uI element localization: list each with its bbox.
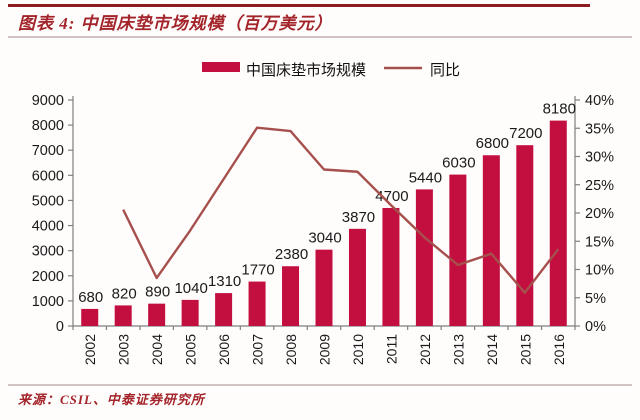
left-axis-tick-label: 9000 bbox=[32, 93, 64, 109]
left-axis-tick-label: 5000 bbox=[32, 193, 64, 209]
bar-2012 bbox=[415, 189, 433, 326]
bar-2003 bbox=[114, 305, 132, 326]
footer-divider-rule bbox=[8, 384, 632, 386]
bar-value-label: 5440 bbox=[409, 169, 442, 186]
left-axis-tick-label: 1000 bbox=[32, 294, 64, 310]
bar-value-label: 1310 bbox=[208, 273, 241, 290]
left-axis-tick-label: 6000 bbox=[32, 168, 64, 184]
title-underline-rule bbox=[8, 36, 632, 38]
x-axis-year-label: 2002 bbox=[82, 334, 98, 365]
x-axis-year-label: 2013 bbox=[450, 334, 466, 365]
x-axis-year-label: 2011 bbox=[383, 334, 399, 364]
bar-2016 bbox=[549, 120, 567, 326]
legend-line-label: 同比 bbox=[430, 62, 460, 79]
right-axis-tick-label: 5% bbox=[585, 291, 606, 307]
legend-bar-label: 中国床垫市场规模 bbox=[246, 62, 366, 79]
right-axis-tick-label: 40% bbox=[585, 93, 614, 109]
bar-value-label: 2380 bbox=[275, 246, 308, 263]
right-axis-tick-label: 30% bbox=[585, 150, 614, 166]
right-axis-tick-label: 0% bbox=[585, 319, 606, 335]
right-axis-tick-label: 35% bbox=[585, 121, 614, 137]
x-axis-year-label: 2014 bbox=[484, 334, 500, 365]
bar-value-label: 6030 bbox=[442, 155, 475, 172]
bar-2014 bbox=[482, 155, 500, 326]
bar-value-label: 6800 bbox=[476, 135, 509, 152]
left-axis-tick-label: 7000 bbox=[32, 143, 64, 159]
yoy-growth-line bbox=[122, 126, 560, 294]
x-axis-year-label: 2012 bbox=[417, 334, 433, 365]
bar-2006 bbox=[215, 293, 233, 326]
bar-2007 bbox=[248, 281, 266, 326]
x-axis-year-label: 2003 bbox=[116, 334, 132, 365]
x-axis-year-label: 2004 bbox=[149, 334, 165, 365]
right-axis-tick-label: 25% bbox=[585, 178, 614, 194]
figure-title: 图表 4: 中国床垫市场规模（百万美元） bbox=[18, 14, 333, 33]
bar-2009 bbox=[315, 249, 333, 326]
bar-value-label: 820 bbox=[112, 285, 137, 302]
right-axis-tick-label: 15% bbox=[585, 234, 614, 250]
source-note: 来源：CSIL、中泰证券研究所 bbox=[18, 392, 205, 407]
bar-value-label: 680 bbox=[78, 289, 103, 306]
left-axis-tick-label: 2000 bbox=[32, 269, 64, 285]
x-axis-year-label: 2009 bbox=[317, 334, 333, 365]
x-axis-year-label: 2005 bbox=[183, 334, 199, 365]
bar-value-label: 1040 bbox=[174, 280, 207, 297]
bar-2008 bbox=[282, 266, 300, 326]
left-axis-tick-label: 0 bbox=[56, 319, 64, 335]
bar-value-label: 1770 bbox=[241, 262, 274, 279]
bar-value-label: 3040 bbox=[308, 230, 341, 247]
left-axis-tick-label: 8000 bbox=[32, 118, 64, 134]
bar-value-label: 3870 bbox=[342, 209, 375, 226]
left-axis-tick-label: 3000 bbox=[32, 244, 64, 260]
x-axis-year-label: 2016 bbox=[551, 334, 567, 365]
x-axis-year-label: 2006 bbox=[216, 334, 232, 365]
bar-2004 bbox=[148, 303, 166, 326]
top-divider-rule bbox=[8, 4, 590, 7]
bar-2005 bbox=[181, 299, 199, 326]
x-axis-year-label: 2015 bbox=[517, 334, 533, 365]
bar-2011 bbox=[382, 207, 400, 326]
bar-2010 bbox=[348, 228, 366, 326]
x-axis-year-label: 2008 bbox=[283, 334, 299, 365]
bar-2013 bbox=[449, 174, 467, 326]
bar-value-label: 4700 bbox=[375, 188, 408, 205]
bar-2002 bbox=[81, 308, 99, 326]
bar-value-label: 7200 bbox=[509, 125, 542, 142]
x-axis-year-label: 2010 bbox=[350, 334, 366, 365]
legend-bar-swatch bbox=[202, 62, 240, 72]
bar-value-label: 8180 bbox=[543, 101, 576, 118]
bar-value-label: 890 bbox=[145, 284, 170, 301]
right-axis-tick-label: 20% bbox=[585, 206, 614, 222]
right-axis-tick-label: 10% bbox=[585, 263, 614, 279]
left-axis-tick-label: 4000 bbox=[32, 219, 64, 235]
bar-2015 bbox=[516, 145, 534, 326]
x-axis-year-label: 2007 bbox=[250, 334, 266, 365]
